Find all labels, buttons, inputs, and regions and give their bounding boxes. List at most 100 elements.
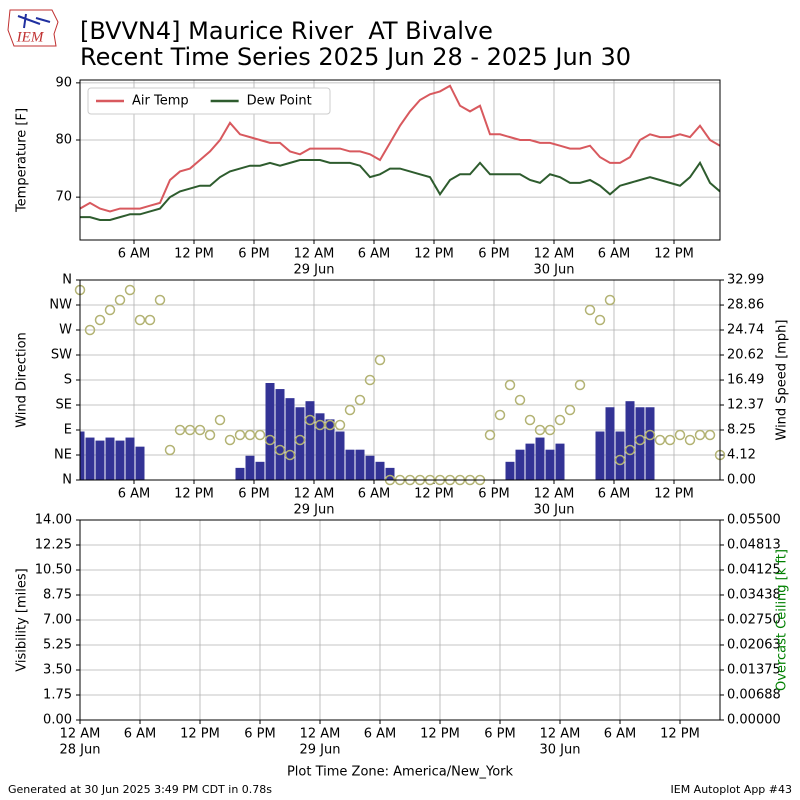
y-axis-label: Visibility [miles] xyxy=(15,568,30,671)
y2-tick-label: 0.00000 xyxy=(727,713,781,728)
point xyxy=(344,404,356,416)
bar xyxy=(95,440,105,480)
bar xyxy=(515,449,525,480)
plot-frame xyxy=(79,279,721,481)
point xyxy=(654,434,666,446)
x-tick-label: 12 AM xyxy=(294,487,335,502)
x-tick-label: 12 PM xyxy=(174,247,214,262)
point xyxy=(494,409,506,421)
x-tick-date: 30 Jun xyxy=(540,743,581,758)
point xyxy=(534,424,546,436)
y-tick-label: NW xyxy=(49,298,72,313)
x-tick-label: 6 AM xyxy=(598,247,631,262)
y2-tick-label: 4.12 xyxy=(727,448,756,463)
bar xyxy=(545,449,555,480)
point xyxy=(214,414,226,426)
point xyxy=(554,414,566,426)
y2-tick-label: 0.02063 xyxy=(727,637,781,652)
bar xyxy=(375,461,385,480)
bar xyxy=(345,449,355,480)
bar xyxy=(595,431,605,480)
y2-tick-label: 0.00688 xyxy=(727,687,781,702)
x-tick-label: 12 PM xyxy=(420,727,460,742)
y-tick-label: 7.00 xyxy=(43,613,72,628)
y2-axis-label: Overcast Ceiling [k ft] xyxy=(775,549,790,691)
point xyxy=(204,429,216,441)
bar xyxy=(115,440,125,480)
x-tick-label: 6 AM xyxy=(358,487,391,502)
y2-tick-label: 0.05500 xyxy=(727,513,781,528)
point xyxy=(264,434,276,446)
y2-tick-label: 20.62 xyxy=(727,347,764,362)
bar xyxy=(305,401,315,480)
legend-label: Air Temp xyxy=(132,94,189,109)
x-tick-label: 12 AM xyxy=(534,247,575,262)
y-tick-label: SE xyxy=(56,398,72,413)
legend: Air Temp Dew Point xyxy=(87,87,331,115)
bar xyxy=(325,419,335,480)
logo-text: IEM xyxy=(16,29,45,45)
point xyxy=(504,379,516,391)
bar xyxy=(135,446,145,480)
x-tick-date: 28 Jun xyxy=(60,743,101,758)
bar xyxy=(255,461,265,480)
point xyxy=(644,429,656,441)
y2-tick-label: 24.74 xyxy=(727,323,764,338)
x-tick-date: 30 Jun xyxy=(534,263,575,278)
point xyxy=(114,294,126,306)
bar xyxy=(535,437,545,480)
x-tick-label: 6 AM xyxy=(604,727,637,742)
point xyxy=(594,314,606,326)
x-tick-label: 6 AM xyxy=(358,247,391,262)
point xyxy=(84,324,96,336)
x-tick-label: 6 AM xyxy=(124,727,157,742)
y2-tick-label: 0.02750 xyxy=(727,613,781,628)
bar xyxy=(295,407,305,480)
bar xyxy=(265,383,275,480)
bar xyxy=(635,407,645,480)
y2-tick-label: 0.04813 xyxy=(727,537,781,552)
bar xyxy=(645,407,655,480)
y2-tick-label: 32.99 xyxy=(727,273,764,288)
x-tick-label: 12 PM xyxy=(414,487,454,502)
point xyxy=(314,419,326,431)
y-axis-label: Temperature [F] xyxy=(15,108,30,213)
bar xyxy=(625,401,635,480)
point xyxy=(234,429,246,441)
x-tick-label: 6 AM xyxy=(364,727,397,742)
point xyxy=(124,284,136,296)
y2-tick-label: 12.37 xyxy=(727,398,764,413)
y2-tick-label: 0.00 xyxy=(727,473,756,488)
point xyxy=(174,424,186,436)
bar xyxy=(605,407,615,480)
y2-tick-label: 8.25 xyxy=(727,422,756,437)
point xyxy=(144,314,156,326)
point xyxy=(304,414,316,426)
y-tick-label: E xyxy=(64,423,72,438)
plot-frame xyxy=(79,519,721,721)
point xyxy=(164,444,176,456)
x-tick-date: 30 Jun xyxy=(534,503,575,518)
bar xyxy=(525,443,535,480)
y-tick-label: N xyxy=(62,473,72,488)
plot-area xyxy=(80,383,655,480)
x-tick-label: 12 PM xyxy=(660,727,700,742)
point xyxy=(334,419,346,431)
point xyxy=(294,434,306,446)
bar xyxy=(235,467,245,480)
x-tick-label: 12 PM xyxy=(654,247,694,262)
x-axis-label: Plot Time Zone: America/New_York xyxy=(287,765,514,780)
x-tick-date: 29 Jun xyxy=(300,743,341,758)
subtitle: Recent Time Series 2025 Jun 28 - 2025 Ju… xyxy=(80,43,631,71)
point xyxy=(624,444,636,456)
x-tick-label: 12 PM xyxy=(654,487,694,502)
point xyxy=(694,429,706,441)
point xyxy=(704,429,716,441)
y2-axis-label: Wind Speed [mph] xyxy=(775,320,790,441)
x-tick-label: 6 PM xyxy=(478,247,509,262)
point xyxy=(674,429,686,441)
x-tick-label: 6 PM xyxy=(478,487,509,502)
point xyxy=(614,454,626,466)
y-tick-label: 90 xyxy=(55,75,72,90)
